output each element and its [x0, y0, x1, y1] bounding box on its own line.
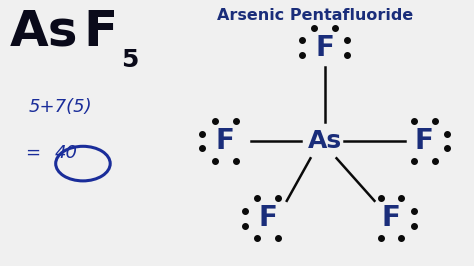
Text: F: F	[216, 127, 235, 155]
Text: F: F	[382, 204, 401, 232]
Text: 5+7(5): 5+7(5)	[28, 98, 92, 117]
Text: As: As	[9, 8, 78, 56]
Text: Arsenic Pentafluoride: Arsenic Pentafluoride	[217, 8, 413, 23]
Text: =: =	[26, 144, 47, 162]
Text: 40: 40	[55, 144, 78, 162]
Text: F: F	[83, 8, 117, 56]
Text: F: F	[415, 127, 434, 155]
Text: F: F	[258, 204, 277, 232]
Text: F: F	[315, 34, 334, 62]
Text: As: As	[308, 129, 342, 153]
Text: 5: 5	[121, 48, 138, 72]
